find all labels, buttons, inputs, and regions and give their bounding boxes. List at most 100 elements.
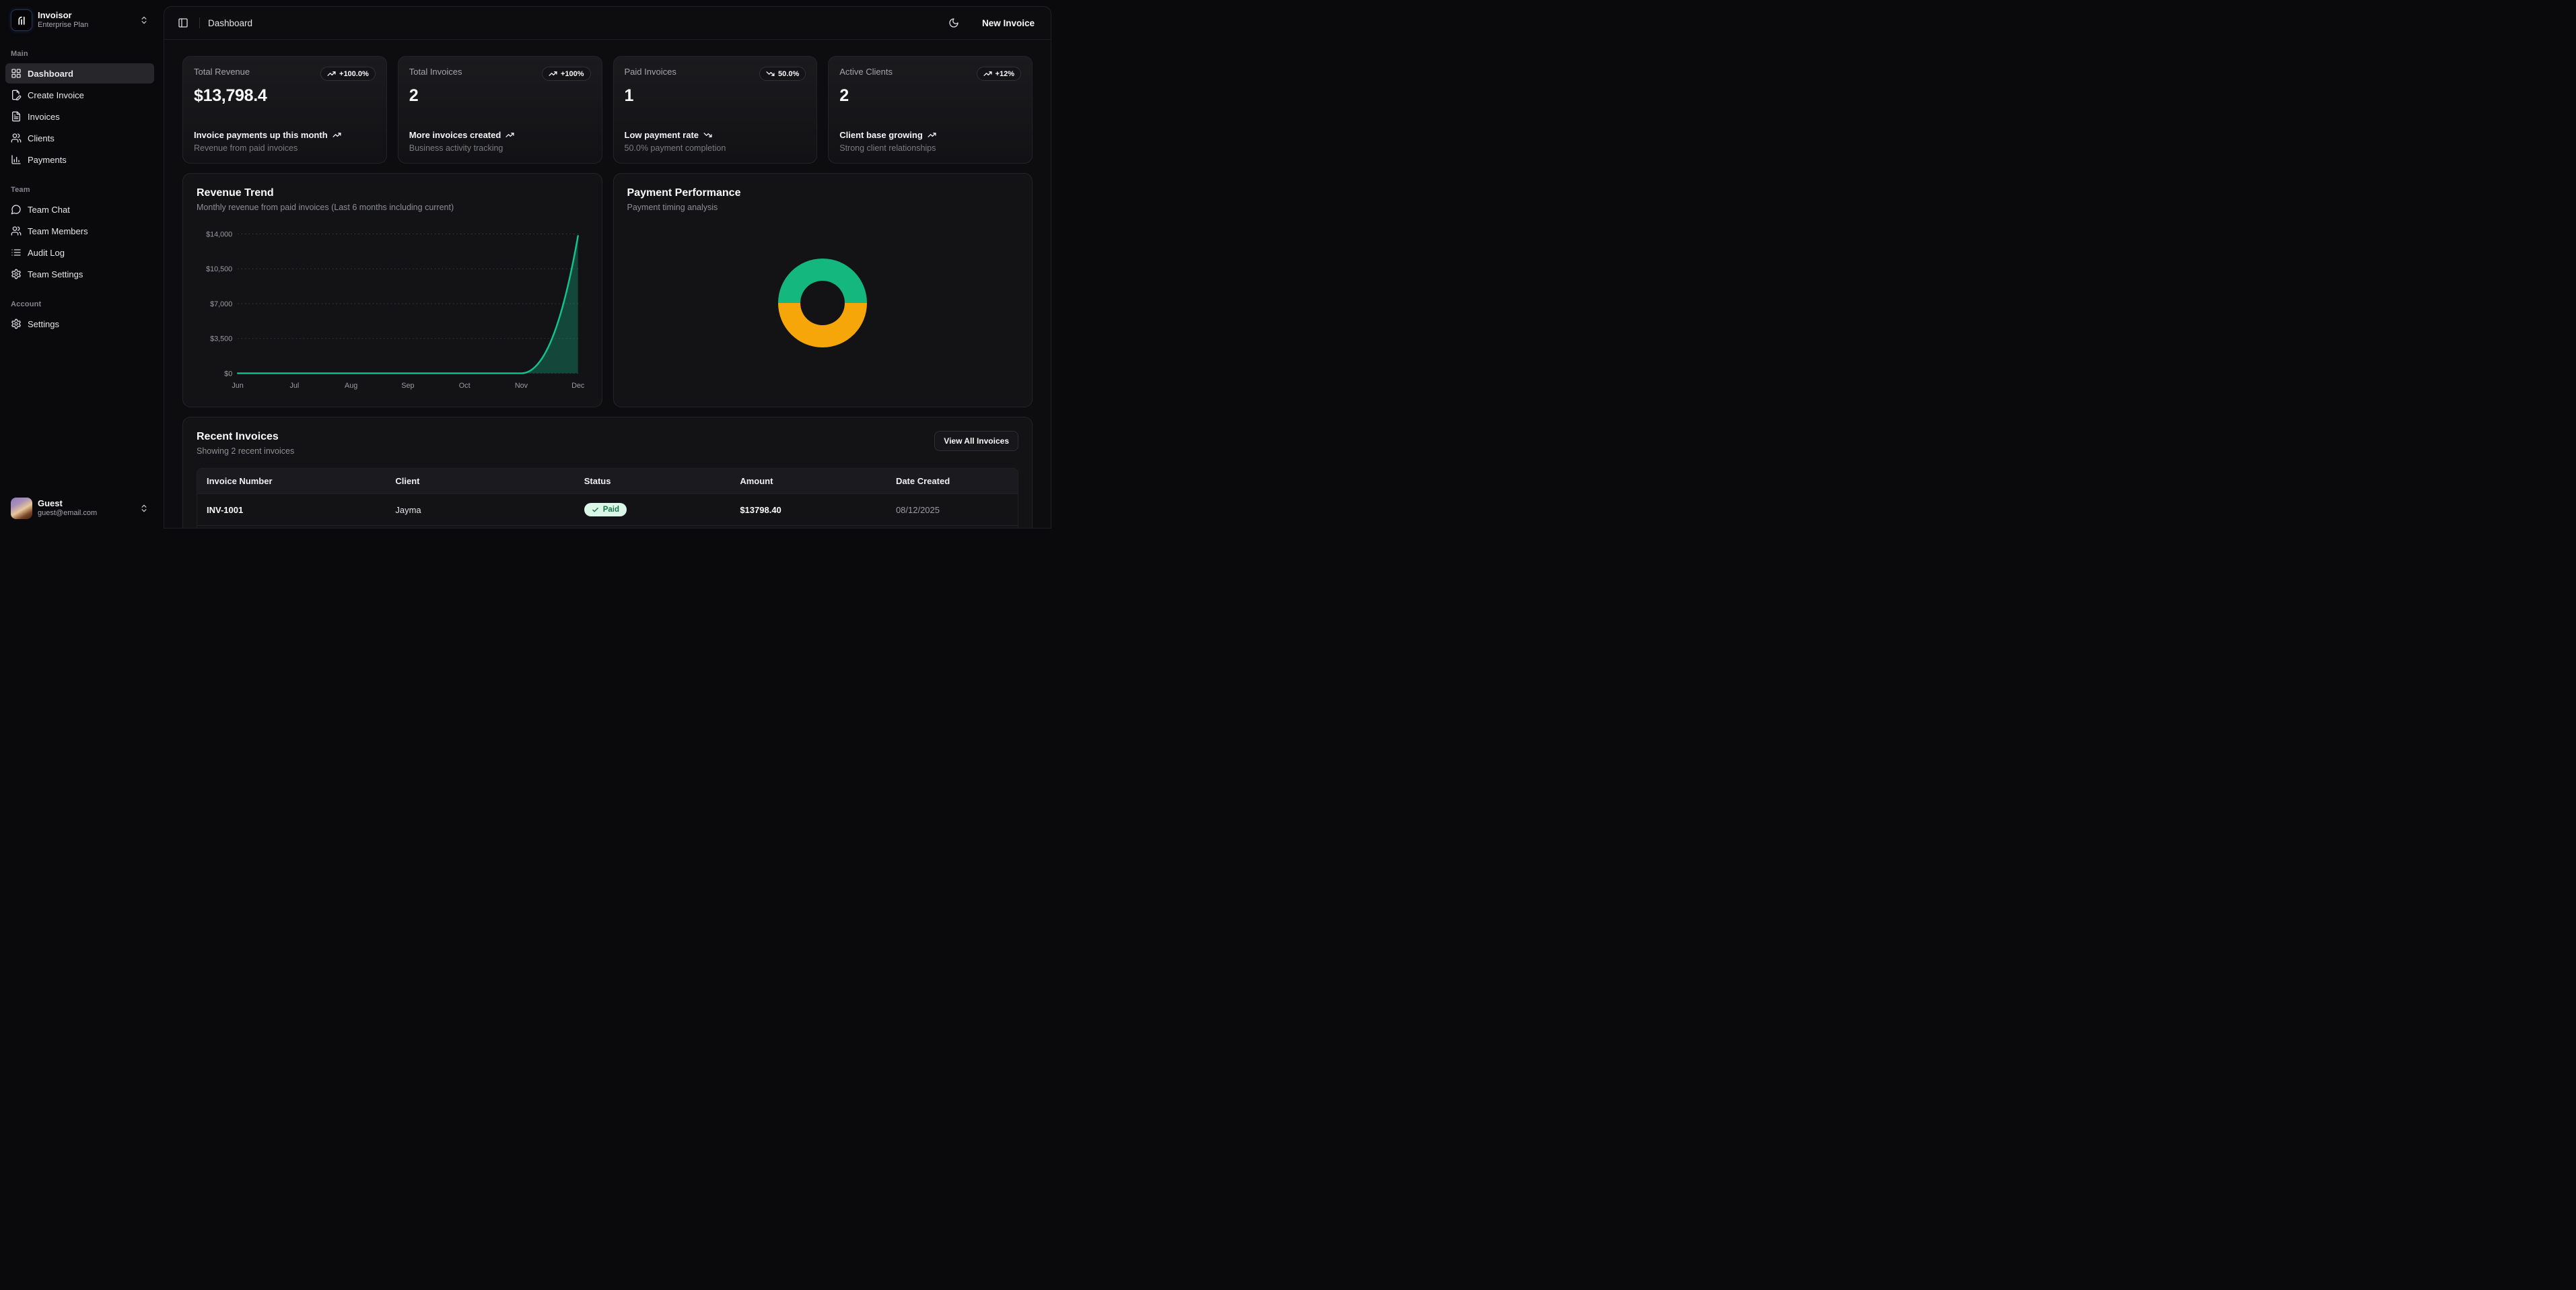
stat-footer-caption: Strong client relationships xyxy=(839,143,1021,153)
sidebar-item-payments[interactable]: Payments xyxy=(5,149,154,170)
layout-grid-icon xyxy=(11,68,22,79)
stat-footer-caption: Revenue from paid invoices xyxy=(194,143,376,153)
nav-team: Team Chat Team Members Audit Log Team Se… xyxy=(5,199,154,285)
dashboard-content: Total Revenue +100.0% $13,798.4 Invoice … xyxy=(164,40,1051,529)
stat-trend-badge: +100.0% xyxy=(320,67,376,81)
stats-row: Total Revenue +100.0% $13,798.4 Invoice … xyxy=(182,56,1033,164)
sidebar-item-create-invoice[interactable]: Create Invoice xyxy=(5,85,154,105)
recent-invoices-card: Recent Invoices Showing 2 recent invoice… xyxy=(182,417,1033,529)
sidebar-item-label: Dashboard xyxy=(28,69,73,79)
sidebar-item-settings[interactable]: Settings xyxy=(5,314,154,334)
svg-text:$14,000: $14,000 xyxy=(206,230,232,238)
gear-icon xyxy=(11,269,22,279)
stat-footer-headline: More invoices created xyxy=(409,130,501,140)
section-title: Recent Invoices xyxy=(197,431,294,443)
brand-plan: Enterprise Plan xyxy=(38,21,134,30)
stat-footer-caption: Business activity tracking xyxy=(409,143,591,153)
stat-value: $13,798.4 xyxy=(194,86,376,106)
stat-value: 2 xyxy=(409,86,591,106)
chevrons-up-down-icon xyxy=(139,504,149,513)
brand-name: Invoisor xyxy=(38,10,134,21)
gear-icon xyxy=(11,318,22,329)
trending-up-icon xyxy=(327,69,336,78)
sidebar-item-label: Invoices xyxy=(28,112,60,122)
user-menu[interactable]: Guest guest@email.com xyxy=(5,494,154,523)
svg-text:$10,500: $10,500 xyxy=(206,265,232,273)
svg-text:$7,000: $7,000 xyxy=(210,300,232,308)
theme-toggle-button[interactable] xyxy=(946,15,962,31)
invoices-table: Invoice Number Client Status Amount Date… xyxy=(197,468,1018,529)
chart-title: Revenue Trend xyxy=(197,187,588,199)
divider xyxy=(199,18,200,28)
column-header-amount: Amount xyxy=(730,469,886,494)
section-subtitle: Showing 2 recent invoices xyxy=(197,446,294,456)
sidebar-item-audit-log[interactable]: Audit Log xyxy=(5,242,154,263)
date-cell: 08/12/2025 xyxy=(886,494,1018,526)
chart-subtitle: Monthly revenue from paid invoices (Last… xyxy=(197,203,588,212)
chart-title: Payment Performance xyxy=(627,187,1019,199)
sidebar-item-label: Create Invoice xyxy=(28,90,84,100)
sidebar: Invoisor Enterprise Plan Main Dashboard … xyxy=(0,0,160,529)
message-circle-icon xyxy=(11,204,22,215)
payment-performance-card: Payment Performance Payment timing analy… xyxy=(613,173,1033,407)
table-row[interactable]: INV-1001 Jayma Paid $13798.40 08/12/2025 xyxy=(197,494,1018,526)
app-root: Invoisor Enterprise Plan Main Dashboard … xyxy=(0,0,1055,529)
stat-label: Total Revenue xyxy=(194,67,250,77)
users-icon xyxy=(11,226,22,236)
sidebar-item-dashboard[interactable]: Dashboard xyxy=(5,63,154,83)
stat-label: Total Invoices xyxy=(409,67,462,77)
moon-icon xyxy=(948,18,959,28)
list-icon xyxy=(11,247,22,258)
workspace-switcher[interactable]: Invoisor Enterprise Plan xyxy=(5,5,154,35)
stat-card-active-clients: Active Clients +12% 2 Client base growin… xyxy=(828,56,1033,164)
user-email: guest@email.com xyxy=(38,509,134,518)
file-pen-icon xyxy=(11,90,22,100)
svg-text:$0: $0 xyxy=(224,370,232,378)
topbar: Dashboard New Invoice xyxy=(164,7,1051,40)
svg-text:Aug: Aug xyxy=(345,382,357,390)
breadcrumb: Dashboard xyxy=(208,18,252,28)
column-header-invoice-number: Invoice Number xyxy=(197,469,386,494)
nav-section-label-team: Team xyxy=(5,186,154,194)
sidebar-item-team-chat[interactable]: Team Chat xyxy=(5,199,154,219)
table-row[interactable]: INV-6 Company Name Pending $1878.80 07/1… xyxy=(197,526,1018,529)
sidebar-item-label: Team Settings xyxy=(28,269,83,279)
revenue-trend-card: Revenue Trend Monthly revenue from paid … xyxy=(182,173,602,407)
charts-row: Revenue Trend Monthly revenue from paid … xyxy=(182,173,1033,407)
amount-cell: $13798.40 xyxy=(730,494,886,526)
chart-subtitle: Payment timing analysis xyxy=(627,203,1019,212)
nav-account: Settings xyxy=(5,314,154,335)
status-badge: Paid xyxy=(584,503,627,516)
column-header-date-created: Date Created xyxy=(886,469,1018,494)
svg-text:Jul: Jul xyxy=(289,382,299,390)
payment-donut-chart xyxy=(778,259,867,347)
sidebar-item-team-settings[interactable]: Team Settings xyxy=(5,264,154,284)
chart-column-icon xyxy=(11,154,22,165)
sidebar-item-team-members[interactable]: Team Members xyxy=(5,221,154,241)
nav-section-label-account: Account xyxy=(5,300,154,308)
sidebar-toggle-button[interactable] xyxy=(175,15,191,31)
svg-text:$3,500: $3,500 xyxy=(210,335,232,343)
trending-up-icon xyxy=(928,131,936,139)
user-name: Guest xyxy=(38,498,134,509)
new-invoice-button[interactable]: New Invoice xyxy=(977,14,1040,32)
sidebar-item-clients[interactable]: Clients xyxy=(5,128,154,148)
column-header-status: Status xyxy=(575,469,731,494)
file-text-icon xyxy=(11,111,22,122)
view-all-invoices-button[interactable]: View All Invoices xyxy=(934,431,1018,451)
chevrons-up-down-icon xyxy=(139,15,149,25)
stat-card-paid-invoices: Paid Invoices 50.0% 1 Low payment rate 5… xyxy=(613,56,818,164)
trending-up-icon xyxy=(333,131,341,139)
client-cell: Jayma xyxy=(386,494,574,526)
sidebar-item-label: Settings xyxy=(28,319,59,329)
sidebar-item-invoices[interactable]: Invoices xyxy=(5,106,154,127)
trending-up-icon xyxy=(506,131,514,139)
sidebar-item-label: Clients xyxy=(28,133,55,143)
client-cell: Company Name xyxy=(386,526,574,529)
users-icon xyxy=(11,133,22,143)
amount-cell: $1878.80 xyxy=(730,526,886,529)
trending-up-icon xyxy=(549,69,557,78)
revenue-line-chart: $14,000$10,500$7,000$3,500$0JunJulAugSep… xyxy=(197,224,588,393)
stat-footer-headline: Low payment rate xyxy=(625,130,699,140)
stat-trend-badge: 50.0% xyxy=(759,67,806,81)
